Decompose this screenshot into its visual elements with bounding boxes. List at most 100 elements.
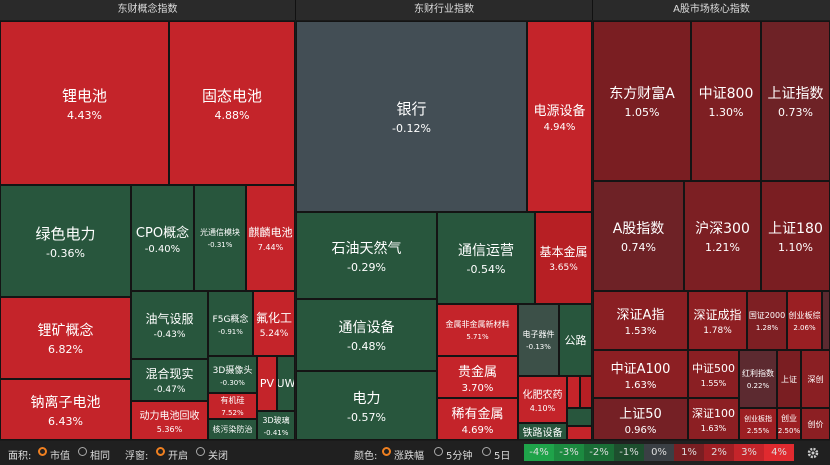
tile-change: 5.36% bbox=[156, 425, 183, 434]
tile-change: 1.78% bbox=[703, 325, 732, 336]
tile[interactable]: CPO概念 -0.40% bbox=[131, 185, 194, 291]
tile[interactable]: 创价 bbox=[801, 408, 830, 440]
tile-name: 固态电池 bbox=[201, 86, 262, 105]
option[interactable]: 涨跌幅 bbox=[394, 451, 424, 462]
tile[interactable]: 有机硅 7.52% bbox=[208, 393, 257, 419]
tile[interactable]: 银行 -0.12% bbox=[296, 21, 527, 212]
tile[interactable]: 国证2000 1.28% bbox=[747, 291, 787, 350]
tile[interactable]: 3D摄像头 -0.30% bbox=[208, 356, 257, 393]
tile[interactable]: 创业板综 2.06% bbox=[787, 291, 822, 350]
legend-item: 3% bbox=[734, 444, 764, 461]
option[interactable]: 相同 bbox=[90, 451, 110, 462]
tile[interactable]: 氟化工 5.24% bbox=[253, 291, 295, 356]
tile[interactable]: 绿色电力 -0.36% bbox=[0, 185, 131, 297]
tile-name: 国证2000 bbox=[748, 310, 786, 320]
tile-name: 银行 bbox=[396, 100, 427, 118]
radio[interactable] bbox=[434, 447, 443, 456]
label: 面积: bbox=[8, 451, 32, 462]
tile[interactable]: 深证100 1.63% bbox=[688, 398, 739, 440]
tile[interactable]: 红利指数 0.22% bbox=[739, 350, 777, 408]
tile[interactable]: 通信设备 -0.48% bbox=[296, 299, 437, 371]
tile[interactable]: 中证500 1.55% bbox=[688, 350, 739, 398]
tile[interactable]: 锂电池 4.43% bbox=[0, 21, 169, 185]
tile[interactable]: 铁路设备 bbox=[518, 423, 567, 440]
tile[interactable]: 深创 bbox=[801, 350, 830, 408]
tile-change: -0.47% bbox=[153, 385, 186, 395]
option[interactable]: 开启 bbox=[168, 451, 188, 462]
option[interactable]: 关闭 bbox=[208, 451, 228, 462]
tile-name: F5G概念 bbox=[212, 314, 249, 325]
tile[interactable]: 上证指数 0.73% bbox=[761, 21, 830, 181]
tile[interactable]: 电子器件 -0.13% bbox=[518, 304, 559, 376]
tile-name: 油气设服 bbox=[145, 312, 194, 326]
option[interactable]: 5分钟 bbox=[446, 451, 473, 462]
tile[interactable]: 石油天然气 -0.29% bbox=[296, 212, 437, 299]
tile-change: 0.22% bbox=[746, 382, 770, 390]
option[interactable]: 5日 bbox=[494, 451, 511, 462]
tile-change: -0.13% bbox=[526, 343, 551, 351]
tile[interactable]: 创业 2.50% bbox=[777, 408, 801, 440]
tile[interactable]: 核污染防治 bbox=[208, 419, 257, 440]
radio[interactable] bbox=[78, 447, 87, 456]
tile-change: 1.30% bbox=[708, 106, 744, 119]
radio[interactable] bbox=[38, 447, 47, 456]
tile[interactable]: 深证A指 1.53% bbox=[593, 291, 688, 350]
tile[interactable]: 上证180 1.10% bbox=[761, 181, 830, 291]
tile-change: 4.10% bbox=[529, 404, 556, 413]
legend-item: 4% bbox=[764, 444, 794, 461]
radio[interactable] bbox=[382, 447, 391, 456]
tile-name: 深证A指 bbox=[616, 308, 665, 323]
tile[interactable]: 3D玻璃 -0.41% bbox=[257, 411, 295, 440]
tile[interactable]: 贵金属 3.70% bbox=[437, 356, 518, 398]
tile[interactable]: 中证A100 1.63% bbox=[593, 350, 688, 398]
settings-icon[interactable] bbox=[806, 446, 820, 460]
tile-change: -0.41% bbox=[263, 428, 289, 437]
tile-name: 中证500 bbox=[692, 362, 735, 375]
tile-change: -0.40% bbox=[144, 243, 181, 255]
tile-name: 沪深300 bbox=[695, 221, 750, 237]
tile[interactable]: 锂矿概念 6.82% bbox=[0, 297, 131, 379]
tile[interactable]: PV bbox=[257, 356, 277, 411]
tile[interactable]: 沪深300 1.21% bbox=[684, 181, 761, 291]
tile[interactable]: 固态电池 4.88% bbox=[169, 21, 295, 185]
tile[interactable]: 稀有金属 4.69% bbox=[437, 398, 518, 440]
radio[interactable] bbox=[482, 447, 491, 456]
radio[interactable] bbox=[156, 447, 165, 456]
tile-name: A股指数 bbox=[612, 221, 665, 237]
tile[interactable]: 电源设备 4.94% bbox=[527, 21, 592, 212]
tile[interactable]: 上证 bbox=[777, 350, 801, 408]
tile[interactable]: 光通信模块 -0.31% bbox=[194, 185, 246, 291]
option[interactable]: 市值 bbox=[50, 451, 70, 462]
tile[interactable]: UW bbox=[277, 356, 295, 411]
tile[interactable]: 化肥农药 4.10% bbox=[518, 376, 567, 423]
tile[interactable]: 混合现实 -0.47% bbox=[131, 359, 208, 401]
tile[interactable]: 动力电池回收 5.36% bbox=[131, 401, 208, 440]
tile[interactable] bbox=[822, 291, 830, 350]
tile-change: 0.73% bbox=[778, 106, 813, 119]
tile[interactable]: 深证成指 1.78% bbox=[688, 291, 747, 350]
tile[interactable]: 东方财富A 1.05% bbox=[593, 21, 691, 181]
tile[interactable]: 上证50 0.96% bbox=[593, 398, 688, 440]
tile[interactable]: 创业板指 2.55% bbox=[739, 408, 777, 440]
tile-change: -0.43% bbox=[153, 330, 186, 340]
tile[interactable]: 金属非金属新材料 5.71% bbox=[437, 304, 518, 356]
tile[interactable]: 油气设服 -0.43% bbox=[131, 291, 208, 359]
tile[interactable]: 电力 -0.57% bbox=[296, 371, 437, 440]
tile[interactable]: 钠离子电池 6.43% bbox=[0, 379, 131, 440]
tile-name: 创价 bbox=[807, 419, 824, 429]
radio[interactable] bbox=[196, 447, 205, 456]
tile[interactable]: 麒麟电池 7.44% bbox=[246, 185, 295, 291]
tile[interactable]: 通信运营 -0.54% bbox=[437, 212, 535, 304]
tile[interactable]: F5G概念 -0.91% bbox=[208, 291, 253, 356]
tile[interactable]: 基本金属 3.65% bbox=[535, 212, 592, 304]
tile[interactable]: 公路 bbox=[559, 304, 592, 376]
tile-name: 公路 bbox=[564, 334, 587, 347]
tile[interactable]: A股指数 0.74% bbox=[593, 181, 684, 291]
panel-title: 东财概念指数 bbox=[0, 0, 296, 20]
tile[interactable]: 中证800 1.30% bbox=[691, 21, 761, 181]
tile-change: -0.12% bbox=[392, 122, 431, 135]
tile-change: 1.21% bbox=[705, 241, 740, 254]
tile-change: 0.74% bbox=[621, 241, 656, 254]
tile-name: 电源设备 bbox=[533, 104, 586, 119]
